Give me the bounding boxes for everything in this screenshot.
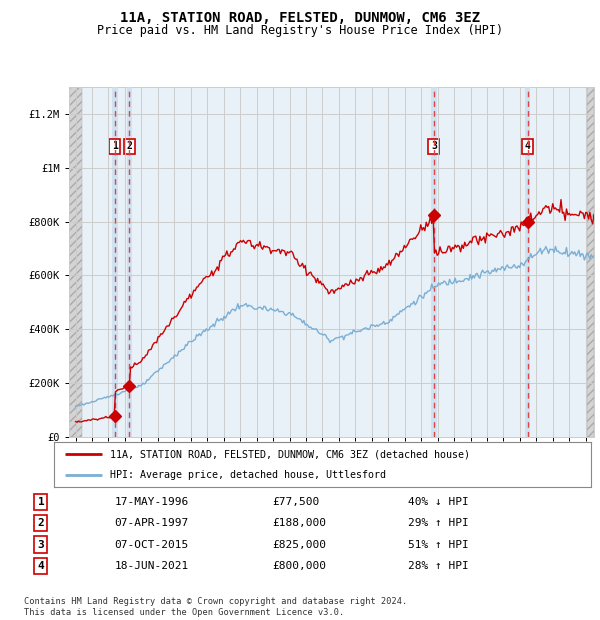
Text: 1: 1 xyxy=(112,141,118,151)
Text: 17-MAY-1996: 17-MAY-1996 xyxy=(114,497,188,507)
Text: 2: 2 xyxy=(127,141,133,151)
Text: 2: 2 xyxy=(38,518,44,528)
Text: 1: 1 xyxy=(38,497,44,507)
Text: 11A, STATION ROAD, FELSTED, DUNMOW, CM6 3EZ (detached house): 11A, STATION ROAD, FELSTED, DUNMOW, CM6 … xyxy=(110,449,470,459)
Text: 07-APR-1997: 07-APR-1997 xyxy=(114,518,188,528)
Text: £188,000: £188,000 xyxy=(272,518,326,528)
Bar xyxy=(587,87,594,437)
Text: 28% ↑ HPI: 28% ↑ HPI xyxy=(407,561,468,571)
Text: 18-JUN-2021: 18-JUN-2021 xyxy=(114,561,188,571)
Bar xyxy=(69,87,82,437)
Text: 29% ↑ HPI: 29% ↑ HPI xyxy=(407,518,468,528)
Text: Price paid vs. HM Land Registry's House Price Index (HPI): Price paid vs. HM Land Registry's House … xyxy=(97,24,503,37)
Text: HPI: Average price, detached house, Uttlesford: HPI: Average price, detached house, Uttl… xyxy=(110,469,386,480)
Text: 40% ↓ HPI: 40% ↓ HPI xyxy=(407,497,468,507)
Bar xyxy=(127,87,132,437)
Text: Contains HM Land Registry data © Crown copyright and database right 2024.
This d: Contains HM Land Registry data © Crown c… xyxy=(24,598,407,617)
Bar xyxy=(524,87,530,437)
Text: 51% ↑ HPI: 51% ↑ HPI xyxy=(407,539,468,549)
Text: £825,000: £825,000 xyxy=(272,539,326,549)
Text: 3: 3 xyxy=(38,539,44,549)
Text: £77,500: £77,500 xyxy=(272,497,319,507)
Bar xyxy=(69,87,82,437)
Text: 07-OCT-2015: 07-OCT-2015 xyxy=(114,539,188,549)
Text: 3: 3 xyxy=(431,141,437,151)
Bar xyxy=(431,87,437,437)
Text: 4: 4 xyxy=(524,141,530,151)
Bar xyxy=(112,87,118,437)
Text: 4: 4 xyxy=(38,561,44,571)
Text: £800,000: £800,000 xyxy=(272,561,326,571)
Bar xyxy=(587,87,594,437)
Text: 11A, STATION ROAD, FELSTED, DUNMOW, CM6 3EZ: 11A, STATION ROAD, FELSTED, DUNMOW, CM6 … xyxy=(120,11,480,25)
